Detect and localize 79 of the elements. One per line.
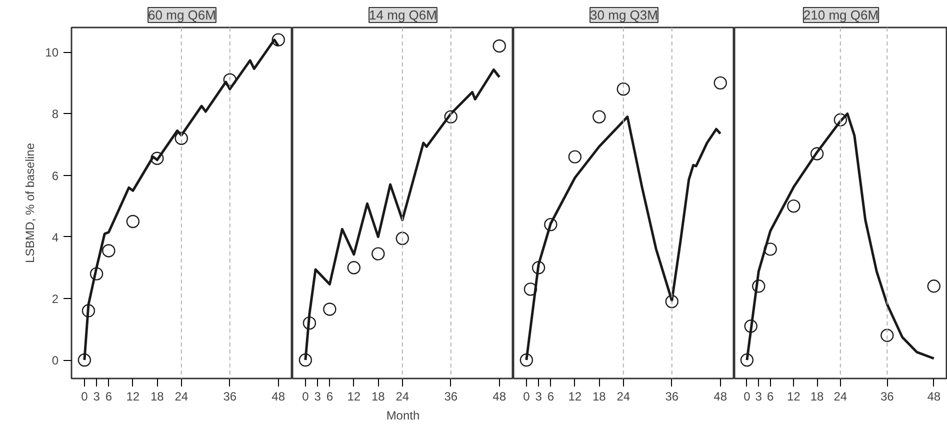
point xyxy=(90,267,104,280)
point xyxy=(665,294,678,308)
x-tick-label: 3 xyxy=(93,390,100,404)
point xyxy=(740,353,754,367)
point xyxy=(174,132,188,145)
point xyxy=(302,316,316,330)
x-tick-label: 6 xyxy=(105,390,112,404)
x-tick-label: 36 xyxy=(880,390,894,404)
point xyxy=(752,280,766,293)
x-tick-label: 24 xyxy=(396,390,410,404)
y-tick-label: 6 xyxy=(52,168,59,183)
point xyxy=(82,304,96,318)
point xyxy=(568,150,582,164)
x-tick-label: 36 xyxy=(665,390,679,404)
x-tick-label: 12 xyxy=(568,390,582,404)
x-tick-label: 36 xyxy=(223,390,237,404)
x-tick-label: 12 xyxy=(787,390,801,404)
chart-title: 30 mg Q3M xyxy=(590,8,658,22)
x-tick-label: 6 xyxy=(766,390,774,404)
point xyxy=(714,76,727,90)
point xyxy=(544,218,558,232)
point xyxy=(834,113,848,126)
x-tick-label: 0 xyxy=(523,390,530,404)
x-tick-label: 18 xyxy=(371,390,386,404)
x-tick-label: 12 xyxy=(347,390,361,404)
point xyxy=(787,199,800,213)
x-tick-label: 0 xyxy=(744,390,751,404)
x-tick-label: 18 xyxy=(150,390,164,404)
point xyxy=(272,33,285,46)
point xyxy=(592,110,606,124)
point xyxy=(524,282,538,296)
x-tick-label: 24 xyxy=(834,390,848,404)
x-tick-label: 6 xyxy=(547,390,554,404)
x-tick-label: 48 xyxy=(272,390,286,404)
x-tick-label: 18 xyxy=(592,390,606,404)
y-axis-title: LSBMD, % of baseline xyxy=(23,142,38,264)
chart-title: 210 mg Q6M xyxy=(803,8,879,22)
point xyxy=(616,82,630,96)
x-tick-label: 0 xyxy=(302,390,310,404)
point xyxy=(396,232,409,245)
y-tick-label: 4 xyxy=(52,230,59,244)
x-tick-label: 24 xyxy=(174,390,188,404)
chart-title: 14 mg Q6M xyxy=(369,8,437,22)
x-axis-title: Month xyxy=(386,408,420,422)
point xyxy=(744,320,758,333)
chart-title: 60 mg Q6M xyxy=(148,8,216,22)
point xyxy=(223,73,236,86)
point xyxy=(532,261,546,274)
x-tick-label: 3 xyxy=(535,390,542,404)
point xyxy=(880,328,894,342)
point xyxy=(810,147,824,160)
x-tick-label: 36 xyxy=(444,390,458,404)
y-tick-label: 2 xyxy=(52,292,59,306)
y-tick-label: 10 xyxy=(45,46,59,60)
point xyxy=(78,353,92,367)
x-tick-label: 48 xyxy=(927,390,941,404)
point xyxy=(927,280,940,293)
point xyxy=(102,244,116,258)
point xyxy=(492,39,506,53)
x-tick-label: 0 xyxy=(81,390,88,404)
point xyxy=(444,110,458,124)
point xyxy=(347,261,361,274)
point xyxy=(126,214,140,228)
point xyxy=(323,302,336,316)
point xyxy=(520,353,534,367)
x-tick-label: 48 xyxy=(714,390,728,404)
x-tick-label: 12 xyxy=(126,390,140,404)
x-tick-label: 3 xyxy=(314,390,322,404)
point xyxy=(372,247,385,260)
point xyxy=(298,353,312,367)
x-tick-label: 18 xyxy=(810,390,824,404)
point xyxy=(150,152,164,165)
point xyxy=(764,242,777,256)
y-tick-label: 0 xyxy=(52,354,59,368)
y-tick-label: 8 xyxy=(52,107,59,122)
x-tick-label: 6 xyxy=(326,390,334,404)
x-tick-label: 3 xyxy=(755,390,762,404)
x-tick-label: 24 xyxy=(616,390,630,404)
x-tick-label: 48 xyxy=(492,390,506,404)
